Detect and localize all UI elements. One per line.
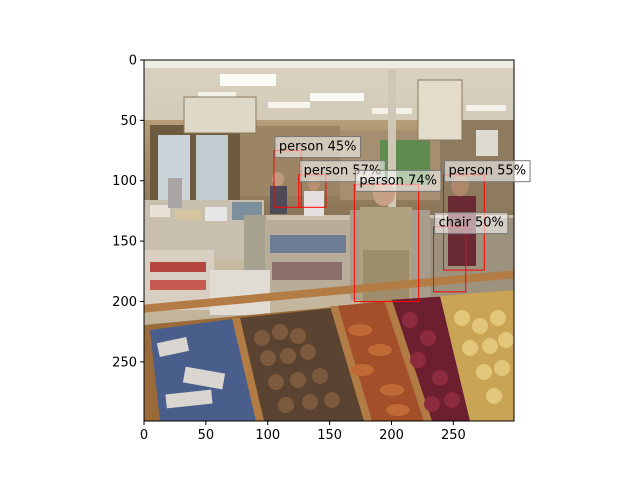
detection-4: chair 50%: [433, 212, 509, 293]
detection-label: chair 50%: [439, 216, 504, 231]
detection-label-bg: [354, 169, 442, 192]
detection-label-bg: [274, 136, 362, 159]
axis-ticks: 0 50 100 150 200 250 0 50 100 150 200 250: [112, 54, 466, 444]
y-tick-label: 200: [112, 295, 137, 310]
x-tick-label: 250: [441, 428, 466, 443]
detection-label: person 45%: [279, 140, 357, 155]
x-tick-label: 200: [379, 428, 404, 443]
axes-frame: [143, 59, 515, 422]
detection-label-bg: [443, 160, 531, 183]
x-tick-label: 50: [198, 428, 215, 443]
store-photo: [144, 60, 514, 421]
y-tick-label: 150: [112, 235, 137, 250]
detection-label: person 74%: [359, 173, 437, 188]
detection-label-bg: [434, 212, 509, 235]
y-tick-label: 100: [112, 174, 137, 189]
y-tick-label: 50: [120, 114, 137, 129]
detection-2: person 74%: [353, 169, 442, 302]
x-tick-label: 100: [255, 428, 280, 443]
y-tick-label: 250: [112, 355, 137, 370]
x-tick-label: 150: [317, 428, 342, 443]
detection-label: person 55%: [448, 164, 526, 179]
y-tick-label: 0: [129, 54, 137, 69]
x-tick-label: 0: [140, 428, 148, 443]
detection-3: person 55%: [442, 160, 531, 271]
detection-boxes: person 45%person 57%person 74%person 55%…: [273, 136, 531, 302]
